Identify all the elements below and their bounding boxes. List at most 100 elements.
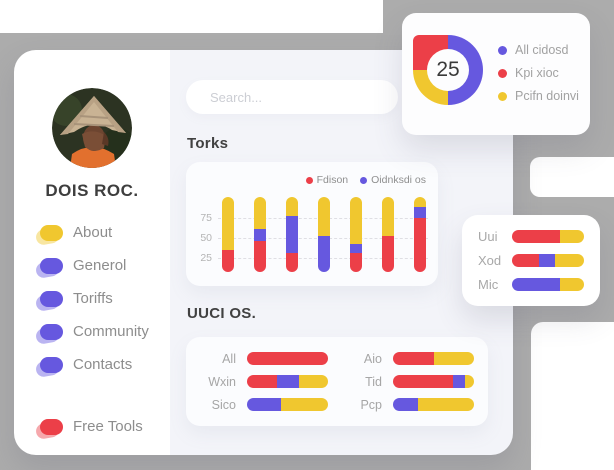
uuci-left-column: All Wxin Sico bbox=[200, 347, 328, 416]
legend-label: Oidnksdi os bbox=[371, 174, 426, 186]
side-stats-card: Uui Xod Mic bbox=[462, 215, 600, 306]
bar-segment-yellow bbox=[281, 398, 328, 411]
bar-segment-red bbox=[254, 240, 266, 272]
row-label: Aio bbox=[363, 351, 382, 366]
bar-segment-red bbox=[222, 249, 234, 272]
torks-section-title: Torks bbox=[187, 135, 229, 152]
bar-row-aio: Aio bbox=[346, 352, 474, 366]
blob-icon bbox=[40, 224, 63, 241]
bar-segment-purple bbox=[254, 228, 266, 241]
bar-segment-yellow bbox=[222, 197, 234, 250]
bar-segment-yellow bbox=[465, 375, 474, 388]
blob-icon bbox=[40, 323, 63, 340]
kpi-donut-card: 25 All cidosd Kpi xioc Pcifn doinvi bbox=[402, 13, 590, 135]
bar-segment-yellow bbox=[418, 398, 474, 411]
legend-item: Oidnksdi os bbox=[360, 174, 426, 186]
uuci-chart-card: All Wxin Sico Aio Tid Pcp bbox=[186, 337, 488, 426]
stacked-hbar bbox=[247, 375, 328, 388]
bar-segment-purple bbox=[539, 253, 556, 267]
y-axis-tick: 75 bbox=[200, 212, 212, 224]
donut-legend-item: Pcifn doinvi bbox=[498, 89, 579, 103]
stacked-hbar bbox=[247, 398, 328, 411]
uuci-section-title: UUCI OS. bbox=[187, 305, 257, 322]
bar-segment-purple bbox=[318, 236, 330, 272]
profile-name: DOIS ROC. bbox=[45, 181, 139, 200]
bar-segment-purple bbox=[512, 278, 561, 292]
sidebar-item-about[interactable]: About bbox=[14, 216, 170, 249]
row-label: Pcp bbox=[360, 397, 382, 412]
donut-legend: All cidosd Kpi xioc Pcifn doinvi bbox=[498, 43, 579, 103]
bar-segment-yellow bbox=[298, 375, 328, 388]
bar-segment-purple bbox=[247, 398, 282, 411]
sidebar-item-toriffs[interactable]: Toriffs bbox=[14, 282, 170, 315]
bar-segment-red bbox=[512, 229, 560, 243]
row-label: Wxin bbox=[208, 374, 236, 389]
bar-segment-yellow bbox=[254, 197, 266, 229]
app-card: DOIS ROC. About Generol Toriffs Community Co… bbox=[14, 50, 513, 455]
blob-icon bbox=[40, 257, 63, 274]
stacked-hbar bbox=[393, 352, 474, 365]
torks-chart-card: Fdison Oidnksdi os 75 50 25 bbox=[186, 162, 438, 286]
bar-segment-purple bbox=[276, 375, 299, 388]
sidebar: DOIS ROC. About Generol Toriffs Community Co… bbox=[14, 50, 170, 455]
bar-segment-yellow bbox=[286, 197, 298, 216]
sidebar-item-label: Community bbox=[73, 323, 149, 340]
torks-bar bbox=[222, 197, 234, 272]
bar-segment-yellow bbox=[559, 229, 584, 243]
donut-legend-label: Pcifn doinvi bbox=[515, 89, 579, 103]
legend-dot-icon bbox=[498, 91, 507, 101]
sidebar-item-community[interactable]: Community bbox=[14, 315, 170, 348]
bar-segment-purple bbox=[350, 243, 362, 254]
legend-label: Fdison bbox=[316, 174, 349, 186]
sidebar-item-label: Toriffs bbox=[73, 290, 113, 307]
search-input[interactable] bbox=[186, 80, 398, 114]
bar-segment-purple bbox=[286, 215, 298, 254]
backdrop-white-notch-lower bbox=[531, 322, 614, 470]
torks-bars bbox=[222, 197, 426, 272]
donut-chart: 25 bbox=[413, 35, 483, 105]
bar-row-all: All bbox=[200, 352, 328, 366]
y-axis-tick: 50 bbox=[200, 232, 212, 244]
sidebar-item-label: Free Tools bbox=[73, 418, 143, 435]
bar-row-mic: Mic bbox=[478, 277, 584, 292]
stacked-hbar bbox=[393, 398, 474, 411]
torks-bar bbox=[318, 197, 330, 272]
donut-legend-item: All cidosd bbox=[498, 43, 579, 57]
legend-dot-icon bbox=[498, 68, 507, 78]
bar-segment-red bbox=[286, 253, 298, 272]
bar-segment-red bbox=[393, 375, 453, 388]
donut-legend-label: Kpi xioc bbox=[515, 66, 559, 80]
stacked-hbar bbox=[512, 229, 584, 243]
donut-center-value: 25 bbox=[427, 49, 469, 91]
bar-segment-purple bbox=[452, 375, 466, 388]
bar-segment-yellow bbox=[434, 352, 474, 365]
bar-segment-yellow bbox=[382, 197, 394, 236]
blob-icon bbox=[40, 290, 63, 307]
sidebar-item-label: Contacts bbox=[73, 356, 133, 373]
torks-bar bbox=[350, 197, 362, 272]
torks-bar bbox=[286, 197, 298, 272]
stacked-hbar bbox=[512, 253, 584, 267]
bar-segment-red bbox=[247, 352, 328, 365]
stacked-hbar bbox=[393, 375, 474, 388]
row-label: Sico bbox=[211, 397, 236, 412]
sidebar-item-contacts[interactable]: Contacts bbox=[14, 348, 170, 381]
sidebar-item-generol[interactable]: Generol bbox=[14, 249, 170, 282]
bar-segment-purple bbox=[414, 206, 426, 218]
legend-dot-icon bbox=[498, 45, 507, 55]
blob-icon bbox=[40, 418, 63, 435]
torks-bar bbox=[254, 197, 266, 272]
bar-segment-yellow bbox=[318, 197, 330, 236]
torks-bar bbox=[382, 197, 394, 272]
blob-icon bbox=[40, 356, 63, 373]
backdrop-white-notch-upper bbox=[530, 157, 614, 197]
oidnksdi-dot-icon bbox=[360, 176, 368, 184]
row-label: Tid bbox=[365, 374, 382, 389]
bar-segment-yellow bbox=[555, 253, 584, 267]
y-axis-tick: 25 bbox=[200, 252, 212, 264]
bar-row-tid: Tid bbox=[346, 375, 474, 389]
bar-segment-purple bbox=[393, 398, 419, 411]
stacked-hbar bbox=[247, 352, 328, 365]
sidebar-item-free-tools[interactable]: Free Tools bbox=[14, 410, 170, 443]
